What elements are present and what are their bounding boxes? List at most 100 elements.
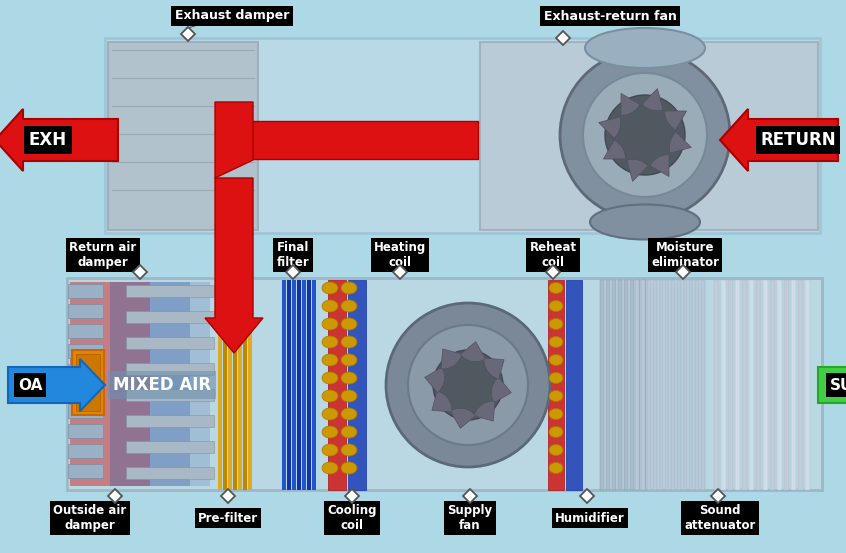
Bar <box>635 280 639 490</box>
FancyBboxPatch shape <box>105 38 820 233</box>
Bar <box>68 464 103 478</box>
Text: Cooling
coil: Cooling coil <box>327 504 376 532</box>
Bar <box>328 280 346 490</box>
Bar <box>126 285 214 297</box>
Bar <box>126 441 214 453</box>
Ellipse shape <box>341 408 357 420</box>
Bar <box>689 280 693 490</box>
Wedge shape <box>441 349 462 369</box>
Bar <box>548 280 564 490</box>
Bar <box>68 424 103 438</box>
Bar <box>238 280 242 490</box>
Text: Heating
coil: Heating coil <box>374 241 426 269</box>
Ellipse shape <box>341 336 357 348</box>
Bar <box>784 280 789 490</box>
Circle shape <box>605 95 685 175</box>
Ellipse shape <box>322 300 338 312</box>
Wedge shape <box>599 117 621 138</box>
Wedge shape <box>642 88 663 111</box>
Circle shape <box>80 374 96 390</box>
Text: SUPPLY: SUPPLY <box>830 378 846 393</box>
Bar <box>68 444 103 458</box>
Bar <box>647 280 651 490</box>
Wedge shape <box>425 367 445 393</box>
Bar <box>701 280 705 490</box>
Bar <box>798 280 803 490</box>
FancyArrow shape <box>243 121 478 159</box>
Ellipse shape <box>341 444 357 456</box>
Bar <box>749 280 754 490</box>
Ellipse shape <box>549 319 563 330</box>
Bar <box>677 280 681 490</box>
Ellipse shape <box>341 300 357 312</box>
Bar <box>756 280 761 490</box>
Bar <box>233 280 237 490</box>
Bar <box>763 280 768 490</box>
Bar <box>126 363 214 375</box>
Ellipse shape <box>322 444 338 456</box>
Bar <box>742 280 747 490</box>
Bar <box>72 350 104 415</box>
Bar <box>641 280 645 490</box>
Bar <box>695 280 699 490</box>
Wedge shape <box>627 159 648 181</box>
Bar <box>218 280 222 490</box>
Ellipse shape <box>549 336 563 347</box>
Ellipse shape <box>585 28 705 68</box>
Bar <box>348 280 366 490</box>
Ellipse shape <box>549 390 563 401</box>
Text: EXHAUST/RETURN: EXHAUST/RETURN <box>283 140 437 155</box>
Text: MIXED AIR: MIXED AIR <box>113 376 211 394</box>
Wedge shape <box>621 93 640 116</box>
Ellipse shape <box>549 354 563 366</box>
Text: Final
filter: Final filter <box>277 241 310 269</box>
Bar <box>630 280 634 490</box>
Ellipse shape <box>549 426 563 437</box>
Bar <box>612 280 616 490</box>
Text: Exhaust damper: Exhaust damper <box>175 9 289 23</box>
Bar <box>76 354 100 411</box>
Text: Pre-filter: Pre-filter <box>198 512 258 524</box>
Ellipse shape <box>322 354 338 366</box>
Ellipse shape <box>322 282 338 294</box>
Bar <box>791 280 796 490</box>
Ellipse shape <box>549 445 563 456</box>
Bar <box>110 282 190 486</box>
Bar <box>714 280 719 490</box>
Bar <box>735 280 740 490</box>
Bar <box>777 280 782 490</box>
Text: Sound
attenuator: Sound attenuator <box>684 504 755 532</box>
Bar <box>282 280 286 490</box>
Ellipse shape <box>341 390 357 402</box>
Bar <box>292 280 296 490</box>
Bar <box>68 324 103 338</box>
Bar <box>68 364 103 378</box>
Bar <box>126 467 214 479</box>
Ellipse shape <box>341 282 357 294</box>
Bar <box>671 280 675 490</box>
Circle shape <box>386 303 550 467</box>
Bar <box>297 280 301 490</box>
Wedge shape <box>450 408 475 429</box>
Text: Humidifier: Humidifier <box>555 512 625 524</box>
Ellipse shape <box>322 318 338 330</box>
Bar <box>68 404 103 418</box>
Circle shape <box>433 350 503 420</box>
Bar <box>606 280 610 490</box>
Text: EXH: EXH <box>29 131 67 149</box>
Ellipse shape <box>322 390 338 402</box>
Text: Return air
damper: Return air damper <box>69 241 136 269</box>
Bar <box>68 304 103 318</box>
Text: Reheat
coil: Reheat coil <box>530 241 577 269</box>
Bar <box>312 280 316 490</box>
Text: Exhaust-return fan: Exhaust-return fan <box>544 9 677 23</box>
Wedge shape <box>432 391 452 412</box>
Ellipse shape <box>341 426 357 438</box>
Bar <box>243 280 247 490</box>
Bar <box>68 384 103 398</box>
FancyBboxPatch shape <box>67 278 822 490</box>
Wedge shape <box>665 111 687 130</box>
Bar <box>805 280 810 490</box>
Bar <box>228 280 232 490</box>
Bar <box>624 280 628 490</box>
